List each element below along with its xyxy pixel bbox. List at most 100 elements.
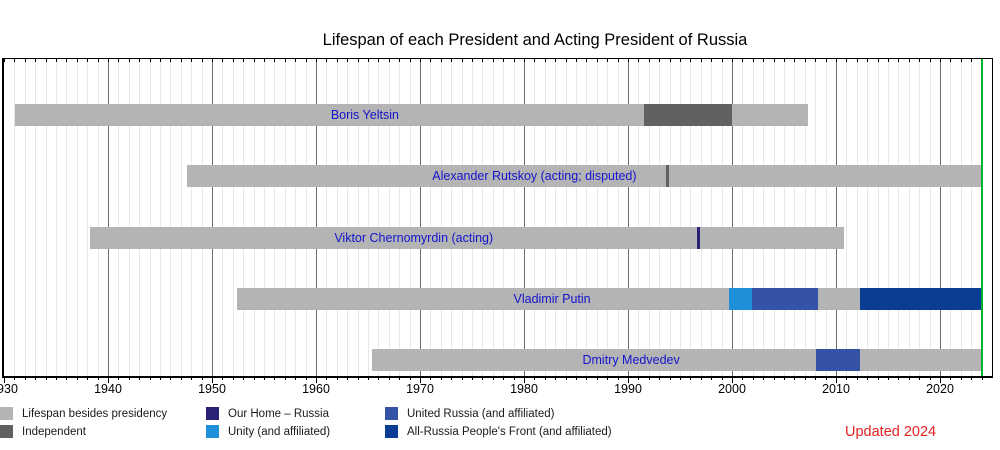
axis-tick-top [253, 59, 255, 62]
gridline-minor [336, 59, 338, 376]
axis-tick-bottom [877, 376, 879, 380]
gridline-minor [232, 59, 234, 376]
axis-tick-top [513, 59, 515, 62]
gridline-minor [763, 59, 765, 376]
axis-tick-bottom [711, 376, 713, 380]
gridline-major [940, 59, 941, 376]
legend-label: All-Russia People's Front (and affiliate… [407, 426, 612, 438]
gridline-minor [513, 59, 515, 376]
gridline-minor [305, 59, 307, 376]
gridline-minor [347, 59, 349, 376]
axis-tick-top [867, 59, 869, 62]
bar-segment-lifespan [859, 349, 982, 371]
gridline-minor [711, 59, 713, 376]
axis-tick-bottom [836, 376, 837, 383]
axis-tick-bottom [149, 376, 151, 380]
gridline-minor [544, 59, 546, 376]
bar-segment-lifespan [236, 288, 729, 310]
axis-tick-top [586, 59, 588, 62]
axis-tick-top [607, 59, 609, 62]
gridline-minor [295, 59, 297, 376]
axis-tick-bottom [721, 376, 723, 380]
axis-tick-bottom [222, 376, 224, 380]
gridline-minor [378, 59, 380, 376]
plot-area: 1930 1940 1950 1960 1970 1980 1990 2000 2010 2020… [0, 58, 993, 396]
legend-swatch-unity [206, 425, 219, 438]
gridline-minor [534, 59, 536, 376]
gridline-minor [784, 59, 785, 376]
legend-swatch-lifespan [0, 407, 13, 420]
gridline-minor [565, 59, 567, 376]
axis-tick-top [929, 59, 931, 62]
bar-label: Alexander Rutskoy (acting; disputed) [432, 169, 637, 183]
axis-tick-bottom [316, 376, 317, 383]
gridline-major [316, 59, 317, 376]
axis-tick-top [45, 59, 47, 62]
axis-tick-top [888, 59, 889, 62]
axis-tick-bottom [420, 376, 421, 383]
axis-tick-top [461, 59, 463, 62]
axis-tick-bottom [888, 376, 889, 380]
gridline-minor [586, 59, 588, 376]
axis-tick-bottom [274, 376, 276, 380]
axis-tick-top [264, 59, 265, 62]
axis-tick-top [638, 59, 640, 62]
gridline-minor [24, 59, 26, 376]
gridline-minor [617, 59, 619, 376]
bar-segment-lifespan [187, 165, 667, 187]
gridline-minor [971, 59, 973, 376]
axis-tick-bottom [981, 376, 983, 380]
axis-tick-bottom [482, 376, 484, 380]
x-axis-label: 1930 [0, 382, 18, 396]
axis-tick-top [856, 59, 858, 62]
axis-tick-bottom [76, 376, 78, 380]
axis-tick-top [451, 59, 453, 62]
axis-tick-top [919, 59, 921, 62]
gridline-minor [430, 59, 432, 376]
axis-tick-top [14, 59, 16, 62]
gridline-minor [399, 59, 401, 376]
axis-tick-bottom [680, 376, 681, 380]
axis-tick-top [659, 59, 661, 62]
axis-tick-top [284, 59, 286, 62]
axis-tick-top [773, 59, 775, 62]
axis-tick-top [118, 59, 120, 62]
axis-tick-top [628, 59, 629, 62]
axis-tick-bottom [66, 376, 68, 380]
axis-tick-top [617, 59, 619, 62]
axis-tick-top [274, 59, 276, 62]
axis-tick-bottom [118, 376, 120, 380]
axis-tick-bottom [867, 376, 869, 380]
axis-tick-top [721, 59, 723, 62]
gridline-minor [56, 59, 57, 376]
axis-tick-top [180, 59, 182, 62]
axis-tick-bottom [752, 376, 754, 380]
gridline-minor [222, 59, 224, 376]
axis-tick-bottom [87, 376, 89, 380]
gridline-minor [45, 59, 47, 376]
axis-tick-top [752, 59, 754, 62]
legend-swatch-united_russia [385, 407, 398, 420]
axis-tick-bottom [201, 376, 203, 380]
axis-tick-bottom [794, 376, 796, 380]
legend-label: United Russia (and affiliated) [407, 408, 555, 420]
gridline-minor [274, 59, 276, 376]
axis-tick-top [378, 59, 380, 62]
gridline-major [836, 59, 837, 376]
axis-tick-top [4, 59, 5, 62]
axis-tick-top [66, 59, 68, 62]
axis-tick-top [170, 59, 172, 62]
bar-segment-independent [643, 104, 732, 126]
x-axis-label: 2020 [926, 382, 954, 396]
axis-tick-bottom [815, 376, 817, 380]
gridline-minor [35, 59, 37, 376]
gridline-minor [742, 59, 744, 376]
axis-tick-top [472, 59, 473, 62]
axis-tick-top [212, 59, 213, 62]
axis-tick-top [950, 59, 952, 62]
gridline-minor [440, 59, 442, 376]
legend: Lifespan besides presidency Independent Ou… [0, 404, 840, 446]
gridline-minor [846, 59, 848, 376]
axis-tick-bottom [555, 376, 557, 380]
